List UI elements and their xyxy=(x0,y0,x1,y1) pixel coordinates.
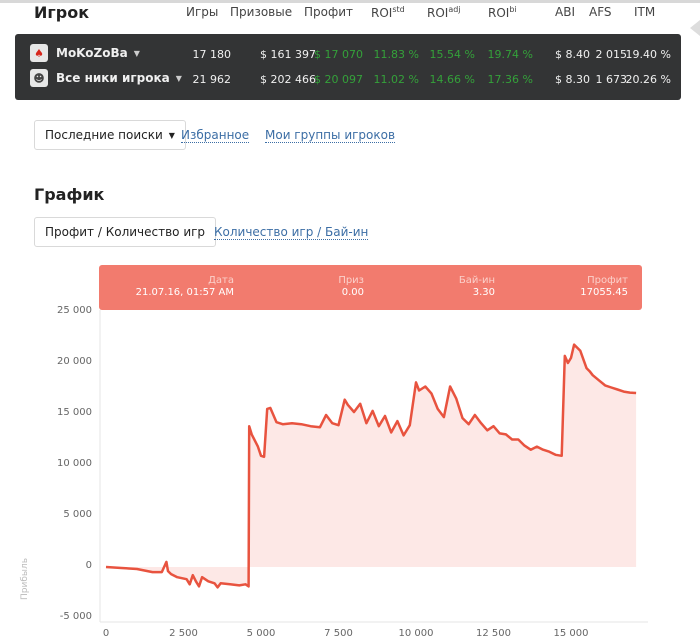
profit-value: $ 17 070 xyxy=(314,48,363,61)
col-afs[interactable]: AFS xyxy=(589,5,612,19)
caret-down-icon: ▼ xyxy=(168,130,175,140)
x-tick: 0 xyxy=(102,628,110,639)
x-tick: 7 500 xyxy=(324,628,353,639)
itm-value: 19.40 % xyxy=(625,48,671,61)
stats-header: Игрок Игры Призовые Профит ROIstd ROIadj… xyxy=(0,3,700,31)
abi-value: $ 8.30 xyxy=(555,73,590,86)
x-tick: 5 000 xyxy=(246,628,276,639)
pokerstars-icon: ♠ xyxy=(30,44,48,62)
tab-profit-games[interactable]: Профит / Количество игр xyxy=(34,217,217,247)
my-groups-link[interactable]: Мои группы игроков xyxy=(265,128,396,143)
prizes-value: $ 161 397 xyxy=(260,48,316,61)
itm-value: 20.26 % xyxy=(625,73,671,86)
y-tick: 20 000 xyxy=(57,356,92,367)
tooltip-prize: Приз 0.00 xyxy=(338,275,364,298)
y-tick: 25 000 xyxy=(57,305,92,316)
player-row: ♠ MoKoZoBa ▼ 17 180 $ 161 397 $ 17 070 1… xyxy=(15,42,681,66)
games-value: 21 962 xyxy=(192,73,232,86)
abi-value: $ 8.40 xyxy=(555,48,590,61)
nick-label: Все ники игрока xyxy=(56,71,170,85)
y-tick: 5 000 xyxy=(63,509,92,520)
tooltip-profit: Профит 17055.45 xyxy=(580,275,628,298)
col-prizes[interactable]: Призовые xyxy=(230,5,293,19)
col-roi-adj[interactable]: ROIadj xyxy=(427,5,461,20)
nick-label: MoKoZoBa xyxy=(56,46,128,60)
player-row: ☻ Все ники игрока ▼ 21 962 $ 202 466 $ 2… xyxy=(15,67,681,91)
tab-label: Профит / Количество игр xyxy=(45,225,206,239)
col-roi-std[interactable]: ROIstd xyxy=(371,5,405,20)
col-games[interactable]: Игры xyxy=(186,5,219,19)
roi-adj-value: 15.54 % xyxy=(429,48,475,61)
caret-down-icon: ▼ xyxy=(175,73,182,83)
browser-strip xyxy=(0,0,700,3)
roi-bi-value: 19.74 % xyxy=(487,48,533,61)
roi-std-value: 11.83 % xyxy=(373,48,419,61)
favorites-link[interactable]: Избранное xyxy=(181,128,250,143)
prizes-value: $ 202 466 xyxy=(260,73,316,86)
x-tick: 12 500 xyxy=(476,628,511,639)
y-tick: 10 000 xyxy=(57,458,92,469)
nick-dropdown[interactable]: ♠ MoKoZoBa ▼ xyxy=(30,44,140,62)
games-value: 17 180 xyxy=(192,48,232,61)
x-tick: 10 000 xyxy=(398,628,434,639)
roi-std-value: 11.02 % xyxy=(373,73,419,86)
y-tick: 15 000 xyxy=(57,407,92,418)
roi-adj-value: 14.66 % xyxy=(429,73,475,86)
recent-searches-label: Последние поиски xyxy=(45,128,163,142)
tooltip-buyin: Бай-ин 3.30 xyxy=(458,275,495,298)
player-stats-panel: ♠ MoKoZoBa ▼ 17 180 $ 161 397 $ 17 070 1… xyxy=(15,34,681,100)
caret-down-icon: ▼ xyxy=(133,48,140,58)
recent-searches-dropdown[interactable]: Последние поиски ▼ xyxy=(34,120,186,150)
profit-value: $ 20 097 xyxy=(314,73,363,86)
roi-bi-value: 17.36 % xyxy=(487,73,533,86)
tooltip-date: Дата 21.07.16, 01:57 AM xyxy=(135,275,234,298)
scroll-arrow-icon[interactable] xyxy=(690,20,700,36)
col-abi[interactable]: ABI xyxy=(555,5,575,19)
tab-games-buyin[interactable]: Количество игр / Бай-ин xyxy=(214,225,369,240)
col-profit[interactable]: Профит xyxy=(304,5,354,19)
nick-dropdown[interactable]: ☻ Все ники игрока ▼ xyxy=(30,69,182,87)
afs-value: 1 673 xyxy=(595,73,628,86)
x-tick: 15 000 xyxy=(553,628,589,639)
graph-heading: График xyxy=(34,185,105,204)
col-itm[interactable]: ITM xyxy=(634,5,656,19)
y-axis-label: Прибыль xyxy=(20,557,30,600)
afs-value: 2 015 xyxy=(595,48,628,61)
col-roi-bi[interactable]: ROIbi xyxy=(488,5,517,20)
x-tick: 2 500 xyxy=(169,628,198,639)
y-tick: 0 xyxy=(85,560,92,571)
chart-tooltip: Дата 21.07.16, 01:57 AM Приз 0.00 Бай-ин… xyxy=(99,265,642,310)
player-heading: Игрок xyxy=(34,3,90,22)
group-icon: ☻ xyxy=(30,69,48,87)
y-tick: -5 000 xyxy=(59,611,92,622)
